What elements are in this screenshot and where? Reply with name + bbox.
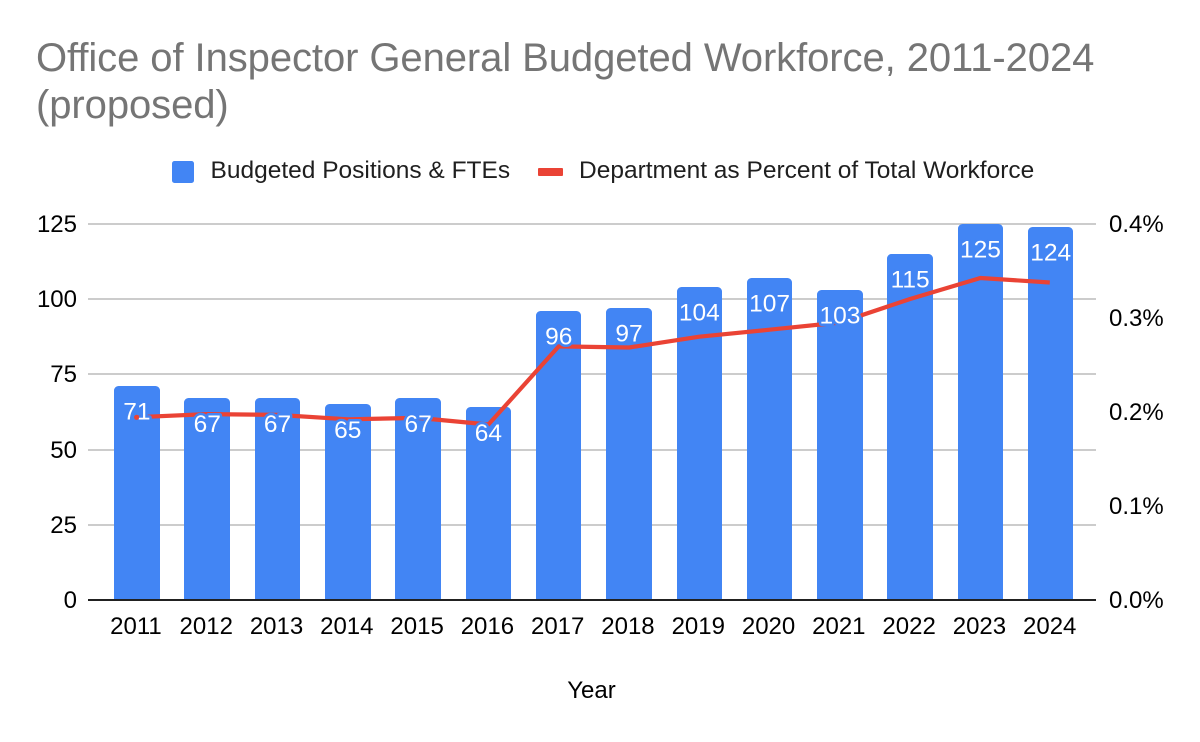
svg-text:64: 64 (475, 420, 502, 447)
svg-text:97: 97 (615, 321, 642, 348)
svg-text:115: 115 (891, 266, 930, 293)
svg-text:67: 67 (264, 411, 291, 438)
svg-text:67: 67 (194, 411, 221, 438)
svg-text:65: 65 (334, 417, 361, 444)
svg-text:124: 124 (1030, 239, 1071, 266)
svg-text:107: 107 (749, 290, 790, 317)
svg-text:125: 125 (960, 236, 1001, 263)
svg-text:103: 103 (819, 303, 860, 330)
svg-text:67: 67 (404, 411, 431, 438)
svg-text:104: 104 (679, 300, 720, 327)
svg-text:96: 96 (545, 324, 572, 351)
svg-text:71: 71 (123, 399, 150, 426)
